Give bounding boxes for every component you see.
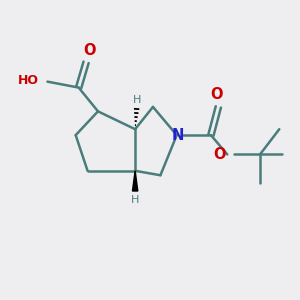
Text: O: O	[211, 87, 223, 102]
Polygon shape	[133, 171, 138, 191]
Text: H: H	[132, 95, 141, 105]
Text: O: O	[83, 43, 95, 58]
Text: HO: HO	[18, 74, 39, 87]
Text: H: H	[131, 195, 139, 205]
Text: O: O	[214, 147, 226, 162]
Text: N: N	[172, 128, 184, 142]
